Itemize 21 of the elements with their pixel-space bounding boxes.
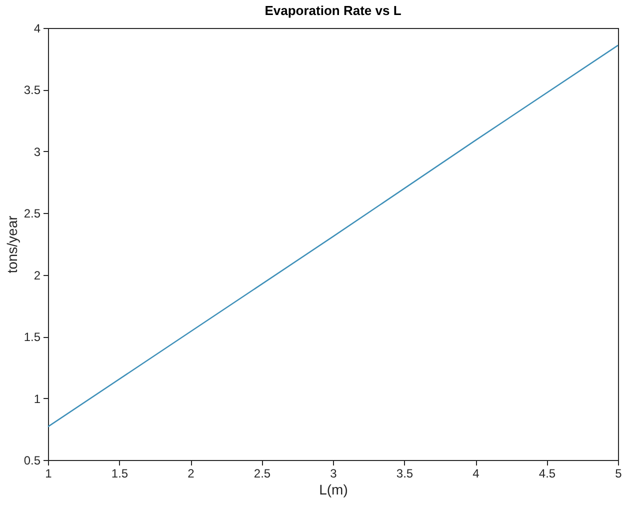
y-tick-label: 4 — [34, 22, 41, 36]
x-tick-label: 4.5 — [538, 466, 556, 480]
chart-title: Evaporation Rate vs L — [264, 3, 402, 18]
x-tick-label: 3.5 — [396, 466, 414, 480]
x-tick-label: 2 — [188, 466, 195, 480]
y-tick-label: 3.5 — [24, 83, 41, 98]
line-series — [47, 44, 619, 428]
x-tick-label: 1 — [45, 466, 52, 480]
x-tick-label: 4 — [472, 466, 480, 480]
y-tick-label: 2 — [34, 268, 41, 282]
x-axis-title: L(m) — [319, 482, 348, 498]
y-tick-label: 1.5 — [24, 330, 41, 344]
x-tick-label: 2.5 — [254, 466, 271, 480]
y-tick-label: 3 — [34, 144, 41, 159]
x-tick-label: 1.5 — [111, 466, 128, 480]
x-tick-label: 3 — [330, 466, 338, 480]
y-tick-label: 0.5 — [24, 454, 41, 468]
y-tick-label: 2.5 — [24, 206, 41, 221]
y-axis-title: tons/year — [4, 215, 20, 274]
y-tick-label: 1 — [34, 392, 41, 406]
x-tick-label: 5 — [615, 466, 622, 480]
